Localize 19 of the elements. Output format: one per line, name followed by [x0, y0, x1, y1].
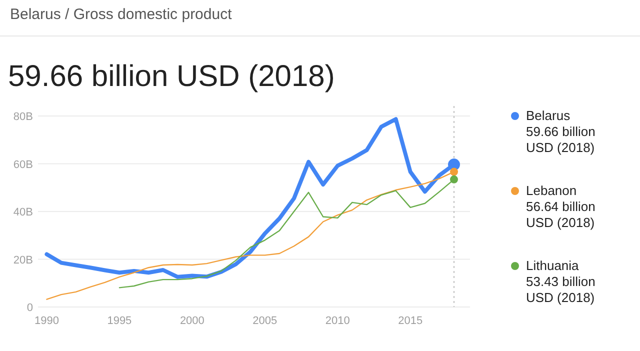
chart-subtitle: Belarus / Gross domestic product	[10, 6, 233, 23]
y-tick-label: 80B	[13, 111, 33, 123]
x-tick-label: 2000	[180, 315, 204, 327]
text: 53.43 billion USD (2018)	[526, 274, 596, 305]
y-tick-label: 0	[26, 302, 33, 314]
legend-label: Belarus	[526, 108, 571, 123]
y-tick-label: 20B	[13, 254, 33, 266]
y-tick-label: 60B	[13, 158, 33, 171]
x-tick-label: 2015	[398, 315, 423, 327]
legend-label: Lebanon	[526, 183, 577, 198]
chart-title: 59.66 billion USD (2018)	[8, 60, 335, 93]
x-tick-label: 2005	[252, 315, 278, 327]
text: 56.64 billion USD (2018)	[526, 199, 596, 230]
y-tick-label: 40B	[13, 206, 33, 218]
x-tick-label: 1995	[107, 315, 132, 327]
x-tick-label: 2010	[325, 315, 350, 327]
legend-label: Lithuania	[526, 258, 580, 273]
text: 59.66 billion USD (2018)	[526, 124, 596, 155]
x-tick-label: 1990	[34, 315, 59, 327]
